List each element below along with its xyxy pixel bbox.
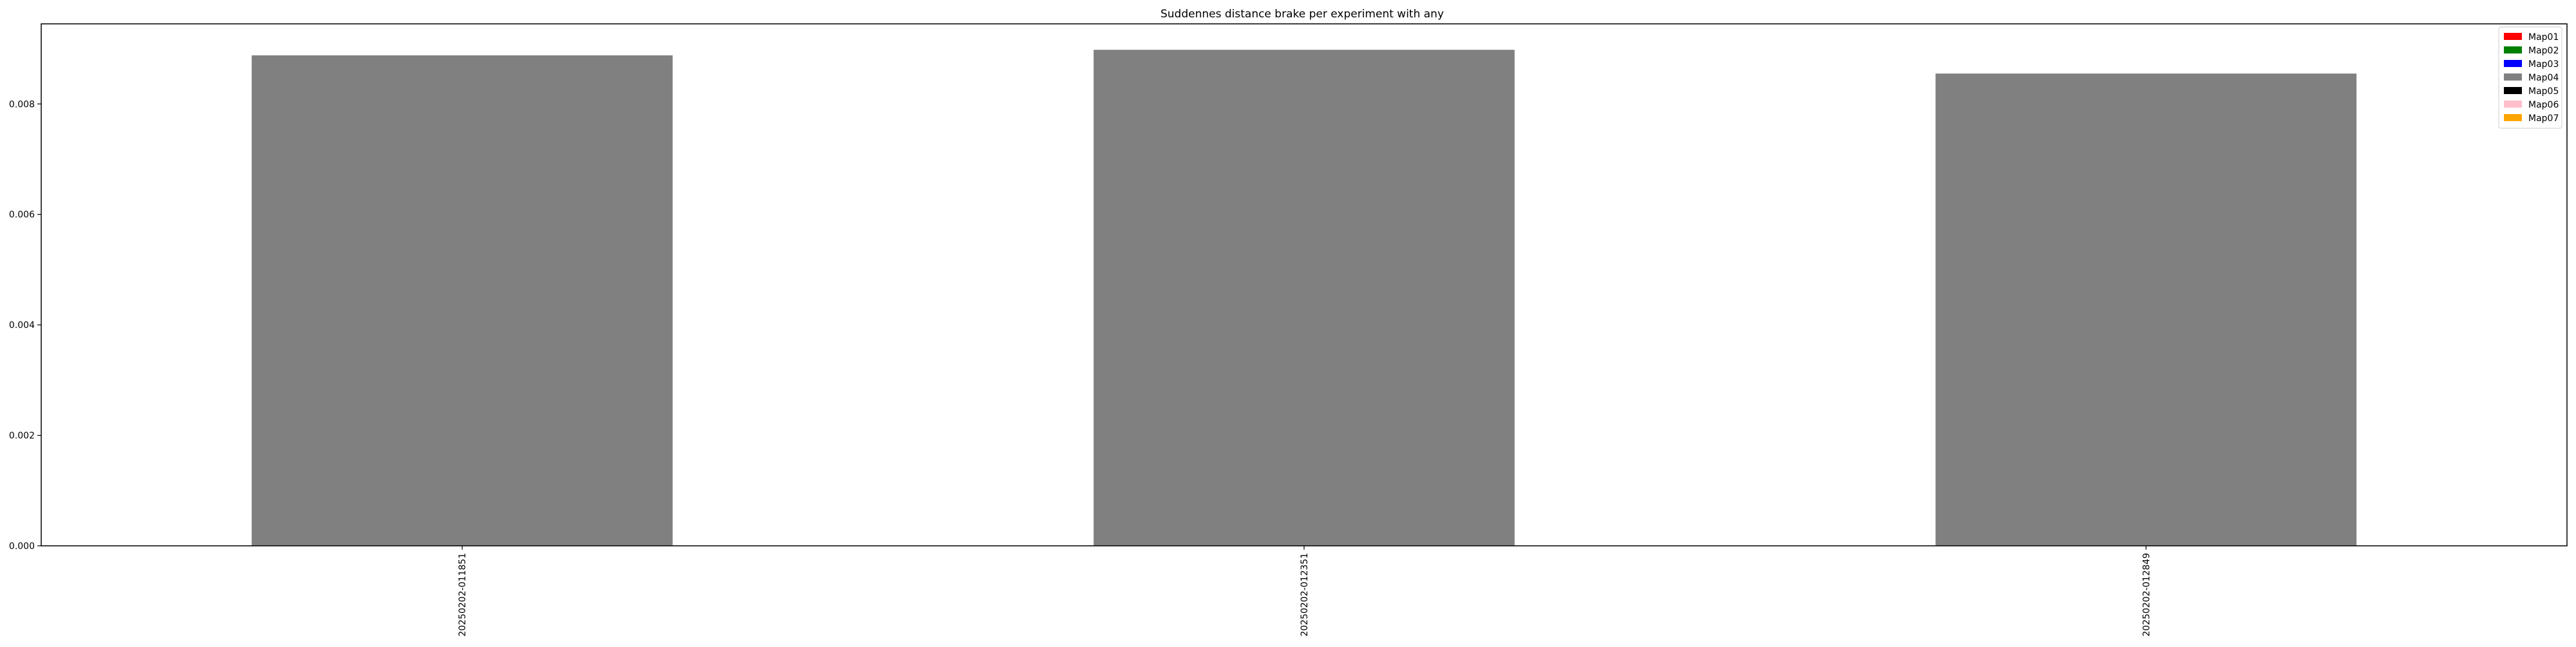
legend-swatch [2504,87,2522,94]
bar [1094,50,1515,546]
y-tick-label: 0.006 [9,210,35,220]
legend-label: Map03 [2528,59,2559,70]
bar [1935,73,2357,546]
y-tick-label: 0.008 [9,99,35,110]
legend: Map01 Map02 Map03 Map04 Map05 Map06 Map07 [2498,26,2562,129]
bar [251,55,673,546]
x-tick-label: 20250202-012849 [2141,553,2152,637]
plot-frame [41,23,2568,546]
x-axis: 20250202-011851 20250202-012351 20250202-0… [458,546,2152,637]
legend-swatch [2504,46,2522,53]
bars-layer [251,50,2357,546]
y-tick-label: 0.000 [9,541,35,552]
y-axis: 0.000 0.002 0.004 0.006 0.008 [9,99,41,552]
legend-label: Map05 [2528,86,2559,97]
y-tick-label: 0.002 [9,431,35,441]
legend-swatch [2504,33,2522,40]
legend-swatch [2504,60,2522,67]
legend-label: Map01 [2528,32,2559,43]
legend-label: Map07 [2528,113,2559,124]
legend-label: Map02 [2528,46,2559,56]
legend-swatch [2504,114,2522,121]
legend-swatch [2504,101,2522,108]
y-tick-label: 0.004 [9,320,35,331]
legend-label: Map04 [2528,73,2559,83]
legend-label: Map06 [2528,100,2559,110]
legend-swatch [2504,73,2522,81]
chart-title: Suddennes distance brake per experiment … [1160,8,1444,21]
x-tick-label: 20250202-012351 [1300,553,1310,637]
x-tick-label: 20250202-011851 [458,553,468,637]
